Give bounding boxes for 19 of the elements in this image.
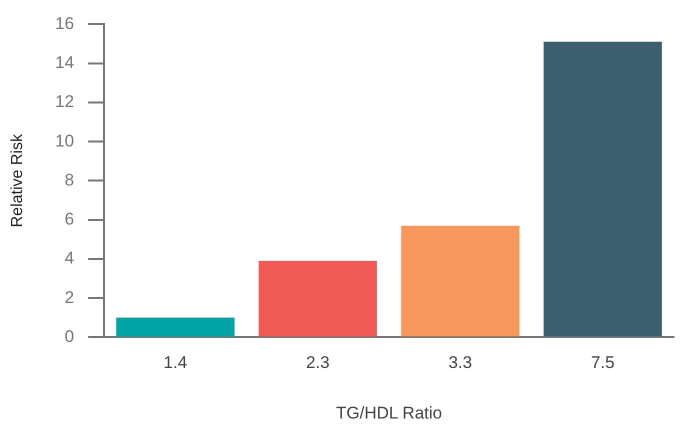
bar [258,260,377,336]
y-tick-label: 14 [55,53,74,72]
y-tick-label: 12 [55,92,74,112]
x-tick-label: 7.5 [590,353,615,372]
x-tick-label: 2.3 [306,353,330,372]
x-tick-label: 3.3 [448,353,472,372]
bar [544,42,662,336]
x-tick-label: 1.4 [164,353,188,372]
y-tick-label: 0 [64,326,74,346]
bar [401,226,520,336]
y-tick-label: 4 [64,248,74,268]
y-tick-label: 10 [55,131,74,150]
y-tick-label: 8 [64,170,74,190]
y-tick-label: 16 [55,14,74,33]
y-tick-label: 2 [64,288,74,307]
y-tick-label: 6 [64,210,74,229]
y-axis-title: Relative Risk [9,133,26,228]
bar [116,318,234,336]
x-axis-title: TG/HDL Ratio [336,403,442,422]
